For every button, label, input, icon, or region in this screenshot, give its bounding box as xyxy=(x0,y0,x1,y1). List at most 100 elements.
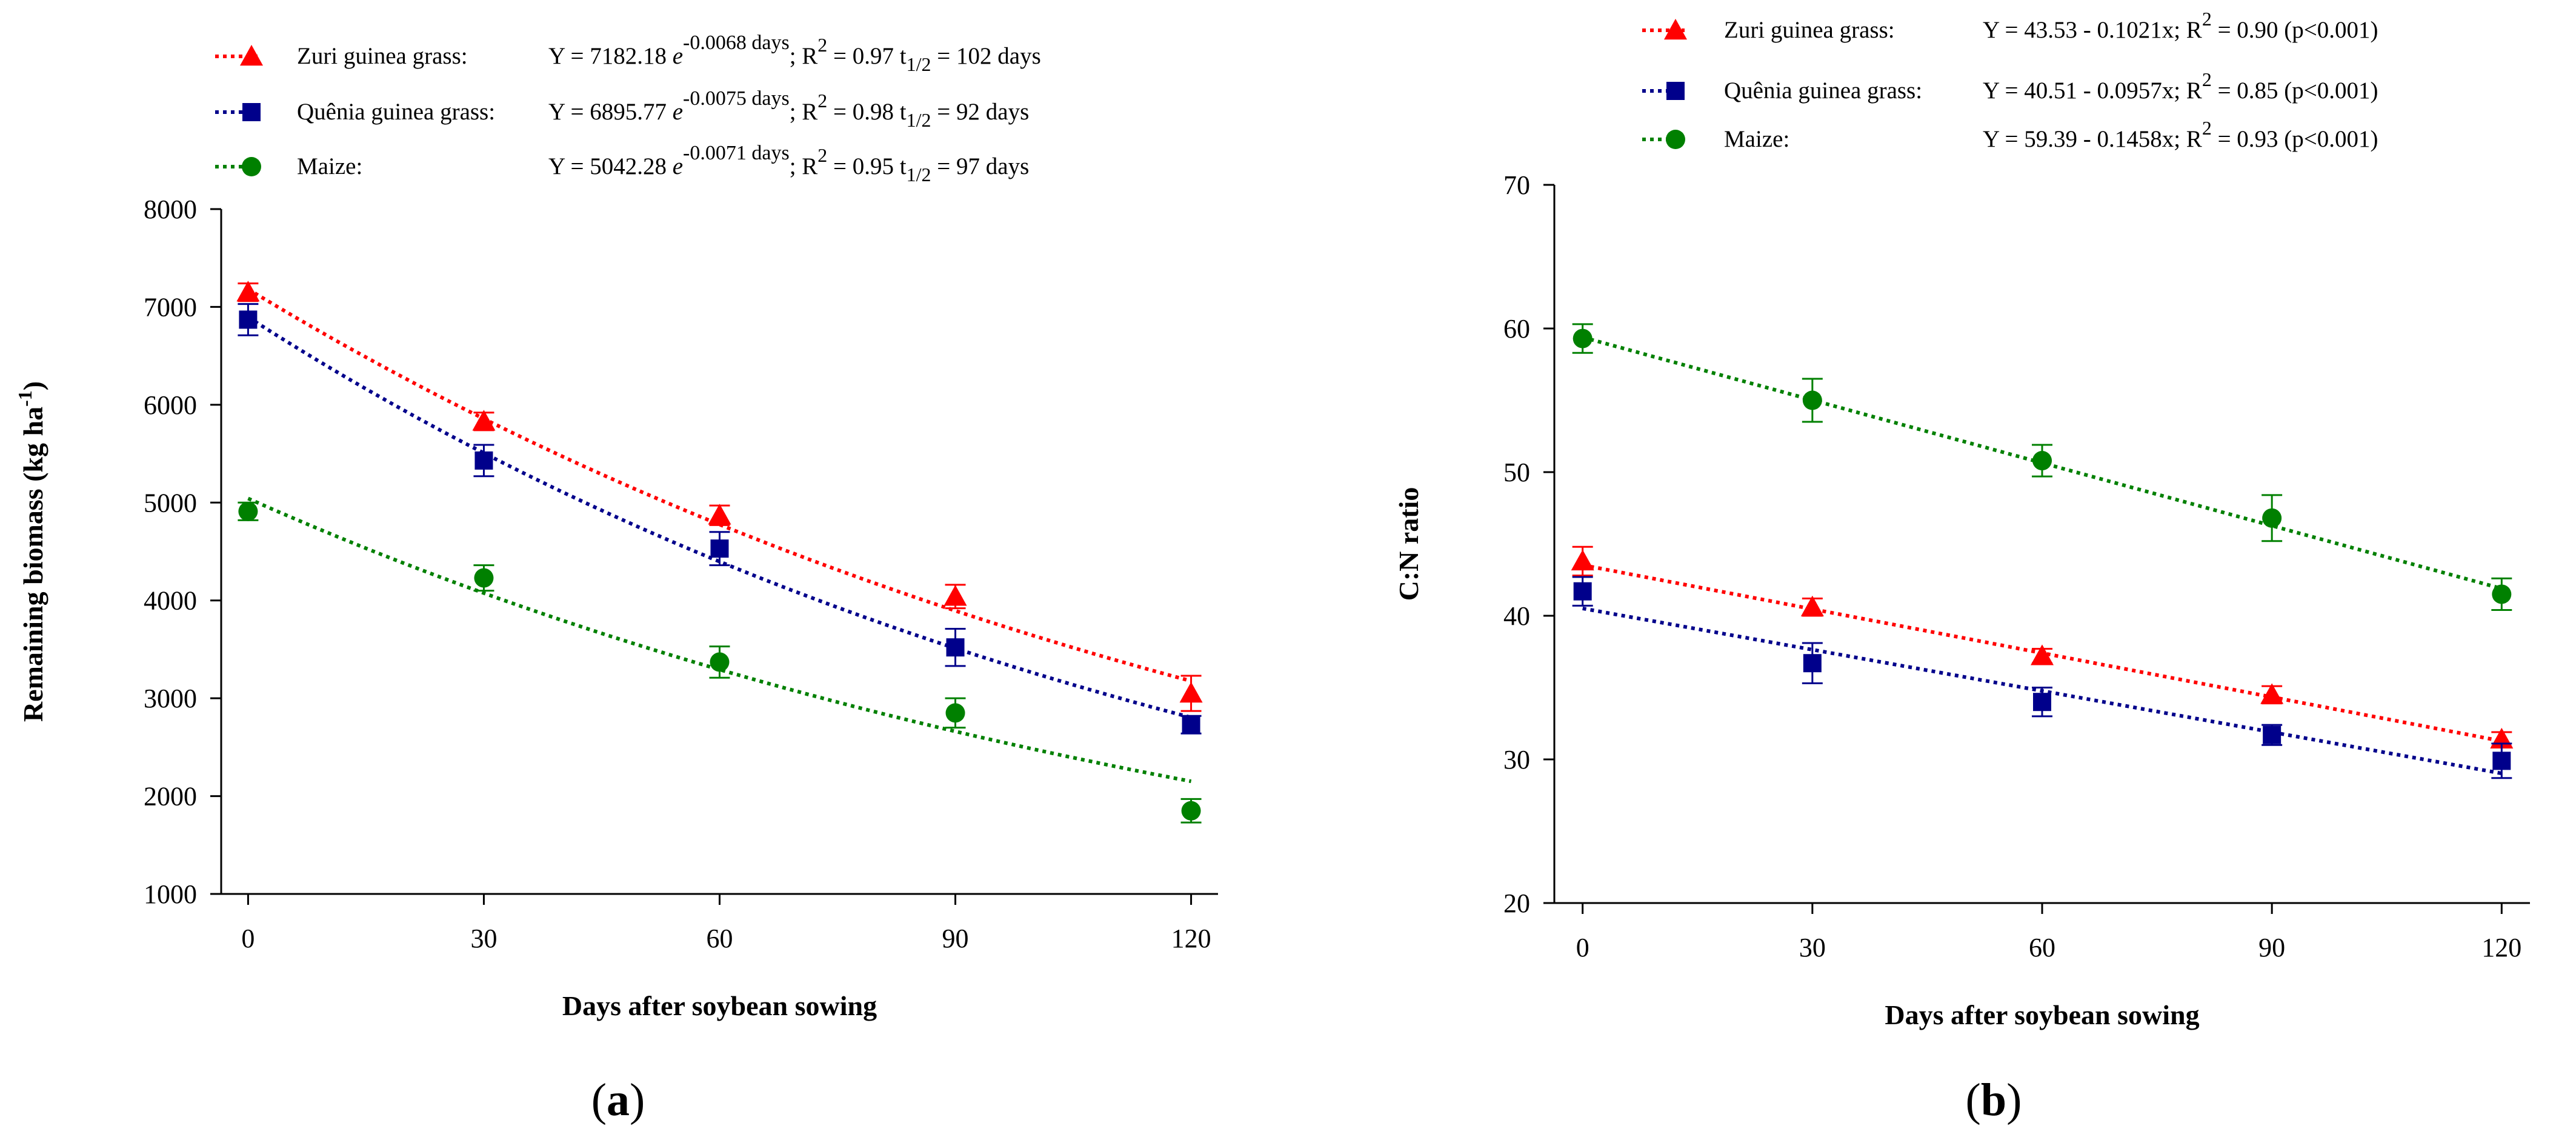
y-axis-title: C:N ratio xyxy=(1393,487,1424,601)
data-point xyxy=(2260,683,2284,704)
y-tick-label: 2000 xyxy=(144,782,197,812)
legend-equation: Y = 59.39 - 0.1458x; R2 = 0.93 (p<0.001) xyxy=(1983,117,2378,152)
legend-equation: Y = 7182.18 e-0.0068 days; R2 = 0.97 t1/… xyxy=(548,32,1041,75)
panel-label-paren: ( xyxy=(1966,1075,1981,1125)
data-point xyxy=(1571,549,1594,571)
data-point xyxy=(474,568,494,588)
equation-text: Y = 7182.18 xyxy=(548,43,673,69)
data-point xyxy=(1179,682,1203,703)
panel-label-paren: ) xyxy=(2006,1075,2022,1125)
legend-label: Zuri guinea grass: xyxy=(297,43,468,69)
equation-sup: 2 xyxy=(817,144,827,166)
data-point xyxy=(2263,725,2281,744)
equation-sup: 2 xyxy=(817,90,827,112)
y-tick-label: 3000 xyxy=(144,684,197,713)
equation-text: = 0.97 t xyxy=(827,43,906,69)
equation-text: = 92 days xyxy=(931,99,1030,125)
data-point xyxy=(2031,644,2054,665)
series-2: Maize: Y = 5042.28 e-0.0071 days; R2 = 0.… xyxy=(215,142,1202,824)
panel-label-letter: b xyxy=(1981,1075,2006,1125)
equation-text: Y = 59.39 - 0.1458x; R xyxy=(1983,126,2202,152)
equation-e: e xyxy=(673,153,683,179)
data-point xyxy=(945,703,965,723)
y-tick-label: 40 xyxy=(1503,601,1530,631)
equation-text: = 0.95 t xyxy=(827,153,906,179)
y-axis-title-sup: -1 xyxy=(14,390,36,407)
data-point xyxy=(2262,508,2282,528)
equation-text: = 0.98 t xyxy=(827,99,906,125)
series-0: Zuri guinea grass: Y = 7182.18 e-0.0068 d… xyxy=(215,32,1203,712)
legend-label: Zuri guinea grass: xyxy=(1724,17,1895,43)
data-point xyxy=(944,585,967,606)
legend-marker xyxy=(1666,130,1685,149)
data-point xyxy=(1802,390,1822,410)
y-tick-label: 8000 xyxy=(144,195,197,224)
equation-text: Y = 40.51 - 0.0957x; R xyxy=(1983,78,2202,104)
legend-marker xyxy=(1664,19,1687,40)
panel-label-letter: a xyxy=(607,1075,630,1125)
y-axis-title-text: C:N ratio xyxy=(1393,487,1424,601)
panel-label: (b) xyxy=(1966,1075,2022,1125)
x-axis-title: Days after soybean sowing xyxy=(562,990,877,1021)
y-tick-label: 1000 xyxy=(144,879,197,909)
equation-sub: 1/2 xyxy=(907,53,931,75)
data-point xyxy=(236,281,260,302)
data-point xyxy=(710,539,729,558)
x-tick-label: 60 xyxy=(2029,933,2055,962)
chart-a: 1000 2000 3000 4000 5000 6000 7000 8000 0 30 60 90 1… xyxy=(14,32,1218,1125)
series-0: Zuri guinea grass: Y = 43.53 - 0.1021x; R… xyxy=(1571,8,2514,749)
equation-text: = 102 days xyxy=(931,43,1041,69)
series-1: Quênia guinea grass: Y = 6895.77 e-0.0075… xyxy=(215,87,1202,735)
y-tick-label: 5000 xyxy=(144,488,197,518)
data-point xyxy=(1803,654,1822,673)
y-axis-title: Remaining biomass (kg ha-1) xyxy=(14,381,48,722)
x-tick-label: 0 xyxy=(241,924,255,953)
data-point xyxy=(1181,801,1201,821)
equation-sup: 2 xyxy=(2202,8,2212,30)
x-tick-label: 90 xyxy=(2258,933,2285,962)
legend-marker xyxy=(242,157,261,176)
equation-sup: 2 xyxy=(2202,117,2212,139)
x-tick-label: 30 xyxy=(1799,933,1826,962)
x-tick-label: 30 xyxy=(470,924,497,953)
y-tick-label: 50 xyxy=(1503,458,1530,487)
legend-equation: Y = 40.51 - 0.0957x; R2 = 0.85 (p<0.001) xyxy=(1983,68,2378,104)
y-axis-title-text: Remaining biomass (kg ha xyxy=(18,407,48,722)
fit-line xyxy=(247,287,1192,683)
data-point xyxy=(238,501,258,521)
equation-sup: 2 xyxy=(2202,68,2212,90)
equation-sup: 2 xyxy=(817,34,827,56)
panel-label-paren: ) xyxy=(630,1075,645,1125)
y-tick-label: 6000 xyxy=(144,390,197,420)
y-axis-title-end: ) xyxy=(18,381,48,390)
legend-equation: Y = 6895.77 e-0.0075 days; R2 = 0.98 t1/… xyxy=(548,87,1029,131)
legend-label: Maize: xyxy=(1724,126,1789,152)
equation-e: e xyxy=(673,99,683,125)
equation-sub: 1/2 xyxy=(907,164,931,185)
data-point xyxy=(1800,595,1824,616)
equation-text: = 0.90 (p<0.001) xyxy=(2212,17,2378,43)
legend-marker xyxy=(1666,82,1685,100)
x-tick-label: 60 xyxy=(707,924,733,953)
panel-label: (a) xyxy=(591,1075,645,1125)
data-point xyxy=(239,310,258,329)
fit-line xyxy=(247,315,1192,719)
legend-label: Quênia guinea grass: xyxy=(1724,78,1922,104)
y-tick-label: 20 xyxy=(1503,888,1530,918)
x-axis-title: Days after soybean sowing xyxy=(1885,999,2199,1030)
legend-label: Maize: xyxy=(297,153,362,179)
y-tick-label: 4000 xyxy=(144,586,197,616)
legend-marker xyxy=(240,45,263,66)
y-tick-label: 70 xyxy=(1503,170,1530,200)
data-point xyxy=(2492,752,2511,770)
data-point xyxy=(472,410,496,431)
equation-exponent: -0.0068 days xyxy=(683,32,790,54)
data-point xyxy=(710,652,730,672)
legend-equation: Y = 5042.28 e-0.0071 days; R2 = 0.95 t1/… xyxy=(548,142,1029,185)
data-point xyxy=(1573,582,1592,601)
series-1: Quênia guinea grass: Y = 40.51 - 0.0957x;… xyxy=(1572,68,2512,779)
data-point xyxy=(1182,715,1200,734)
x-tick-label: 120 xyxy=(1171,924,1211,953)
equation-text: ; R xyxy=(790,43,818,69)
